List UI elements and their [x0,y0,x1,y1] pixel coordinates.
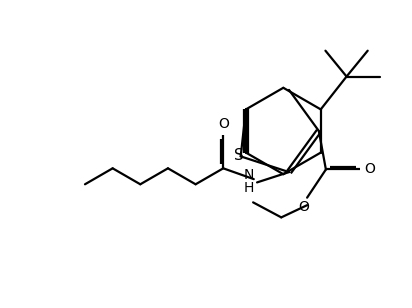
Text: O: O [218,117,229,131]
Text: O: O [364,163,375,176]
Text: S: S [234,148,243,164]
Text: N
H: N H [244,168,254,195]
Text: O: O [298,200,309,213]
